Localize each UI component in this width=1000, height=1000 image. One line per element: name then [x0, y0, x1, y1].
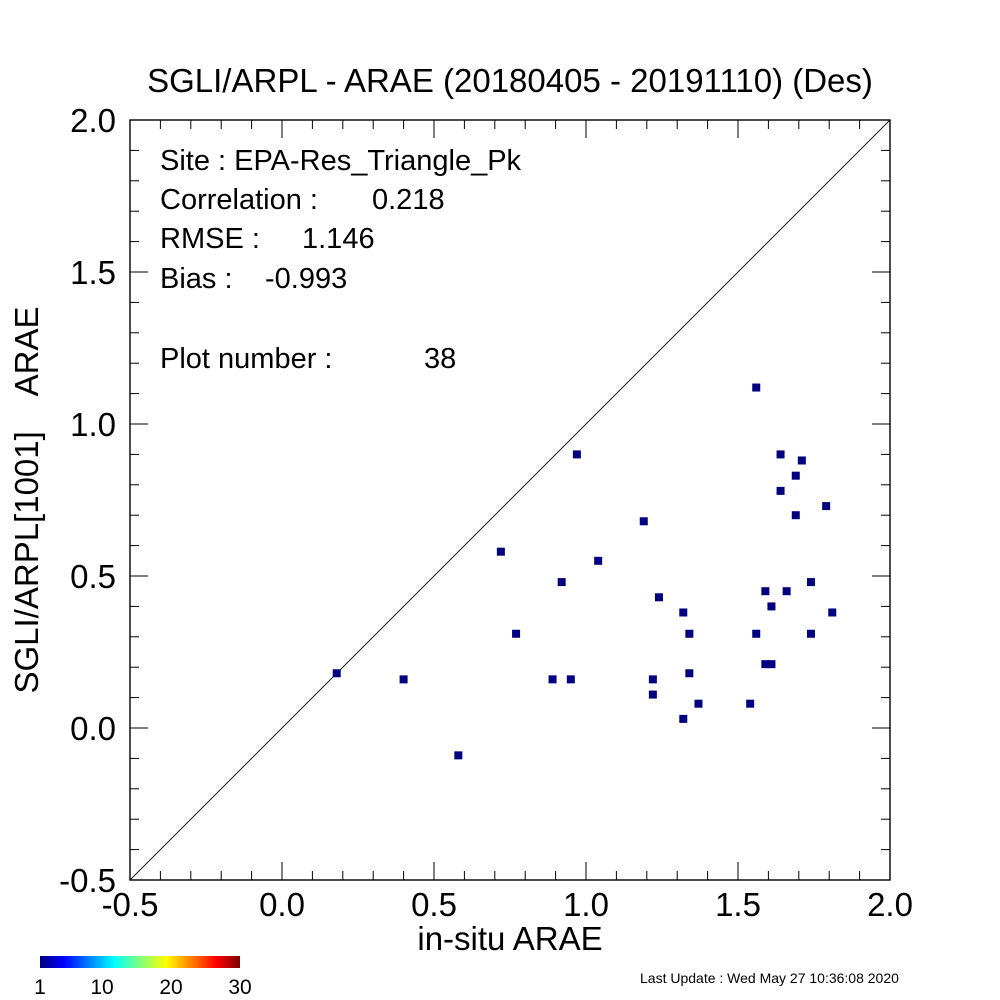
y-axis-label: SGLI/ARPL[1001] ARAE: [8, 306, 45, 693]
y-tick-label: 2.0: [70, 102, 116, 139]
data-point: [679, 608, 688, 617]
data-point: [512, 629, 521, 638]
bias-label: Bias :: [160, 263, 233, 295]
data-point: [767, 602, 776, 611]
data-point: [594, 556, 603, 565]
data-point: [639, 517, 648, 526]
rmse-value: 1.146: [302, 223, 375, 255]
site-label: Site : EPA-Res_Triangle_Pk: [160, 145, 522, 177]
x-tick-label: 1.5: [715, 886, 761, 923]
x-tick-label: 0.5: [411, 886, 457, 923]
data-point: [679, 714, 688, 723]
data-point: [654, 593, 663, 602]
minor-ticks: [130, 120, 890, 880]
colorbar-tick-label: 10: [90, 976, 113, 999]
bias-value: -0.993: [265, 263, 347, 295]
data-point: [332, 669, 341, 678]
one-to-one-line: [130, 120, 890, 880]
colorbar-labels: 1 10 20 30: [34, 976, 252, 999]
data-point: [648, 675, 657, 684]
data-point: [566, 675, 575, 684]
stats-annotation: Site : EPA-Res_Triangle_Pk Correlation :…: [160, 145, 522, 375]
data-point: [767, 660, 776, 669]
data-point: [399, 675, 408, 684]
data-point: [548, 675, 557, 684]
x-axis-label: in-situ ARAE: [417, 920, 602, 957]
data-point: [828, 608, 837, 617]
plot-frame: [129, 119, 891, 881]
colorbar: [40, 956, 240, 968]
data-point: [752, 383, 761, 392]
data-point: [752, 629, 761, 638]
data-point: [496, 547, 505, 556]
x-tick-label: 0.0: [259, 886, 305, 923]
chart-title: SGLI/ARPL - ARAE (20180405 - 20191110) (…: [147, 62, 873, 99]
colorbar-tick-label: 20: [159, 976, 182, 999]
data-point: [806, 629, 815, 638]
x-tick-label: 1.0: [563, 886, 609, 923]
data-point: [806, 578, 815, 587]
correlation-label: Correlation :: [160, 184, 318, 216]
data-point: [648, 690, 657, 699]
data-point: [761, 587, 770, 596]
data-point: [685, 669, 694, 678]
y-tick-label: 1.0: [70, 406, 116, 443]
y-tick-labels: -0.5 0.0 0.5 1.0 1.5 2.0: [59, 102, 116, 899]
y-tick-label: -0.5: [59, 862, 116, 899]
data-point: [782, 587, 791, 596]
data-point: [746, 699, 755, 708]
y-tick-label: 0.5: [70, 558, 116, 595]
major-ticks: [129, 119, 891, 881]
data-point: [776, 450, 785, 459]
data-point: [761, 660, 770, 669]
plot-number-value: 38: [424, 343, 456, 375]
colorbar-tick-label: 30: [228, 976, 251, 999]
x-tick-label: 2.0: [867, 886, 913, 923]
data-point: [572, 450, 581, 459]
last-update: Last Update : Wed May 27 10:36:08 2020: [640, 970, 899, 986]
data-point: [557, 578, 566, 587]
data-point: [797, 456, 806, 465]
y-tick-label: 1.5: [70, 254, 116, 291]
data-point: [694, 699, 703, 708]
data-point: [822, 502, 831, 511]
data-point: [791, 471, 800, 480]
correlation-value: 0.218: [372, 184, 445, 216]
y-tick-label: 0.0: [70, 710, 116, 747]
data-point: [776, 486, 785, 495]
rmse-label: RMSE :: [160, 223, 260, 255]
x-tick-labels: -0.5 0.0 0.5 1.0 1.5 2.0: [102, 886, 913, 923]
plot-number-label: Plot number :: [160, 343, 332, 375]
x-tick-label: -0.5: [102, 886, 159, 923]
data-point: [685, 629, 694, 638]
data-points: [332, 383, 837, 760]
data-point: [791, 511, 800, 520]
colorbar-tick-label: 1: [34, 976, 46, 999]
data-point: [454, 751, 463, 760]
